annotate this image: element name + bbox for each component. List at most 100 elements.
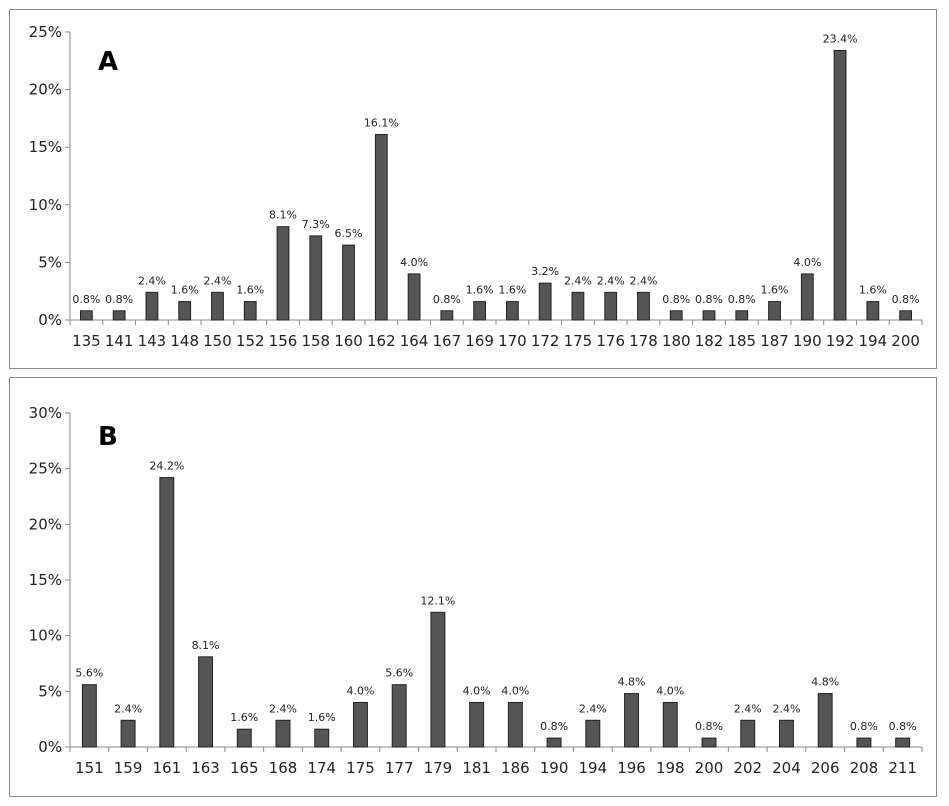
y-tick-label: 15%: [29, 138, 62, 156]
data-label: 0.8%: [72, 293, 100, 306]
bar: [159, 477, 175, 748]
y-tick-label: 10%: [29, 627, 62, 645]
y-tick-label: 30%: [29, 404, 62, 422]
bar: [79, 310, 93, 321]
bar: [833, 49, 847, 321]
x-tick-label: 211: [888, 759, 917, 777]
bar: [538, 282, 552, 321]
y-tick-label: 15%: [29, 571, 62, 589]
x-tick-label: 135: [72, 332, 101, 350]
data-label: 3.2%: [531, 265, 559, 278]
data-label: 2.4%: [138, 274, 166, 287]
data-label: 7.3%: [302, 218, 330, 231]
bar: [701, 737, 717, 748]
data-label: 5.6%: [385, 667, 413, 680]
bar: [198, 656, 214, 748]
data-label: 0.8%: [695, 293, 723, 306]
x-tick-label: 194: [859, 332, 888, 350]
bar: [669, 310, 683, 321]
data-label: 0.8%: [850, 720, 878, 733]
x-tick-label: 170: [498, 332, 527, 350]
bar: [236, 728, 252, 748]
x-tick-label: 202: [733, 759, 762, 777]
bar: [120, 719, 136, 748]
data-label: 4.0%: [793, 256, 821, 269]
bar: [145, 291, 159, 321]
bar: [735, 310, 749, 321]
bar: [374, 134, 388, 321]
x-tick-label: 172: [531, 332, 560, 350]
data-label: 2.4%: [564, 274, 592, 287]
bar: [768, 301, 781, 321]
data-label: 2.4%: [734, 702, 762, 715]
data-label: 0.8%: [695, 720, 723, 733]
chart-panel-b: B 0% 5% 10% 15% 20% 25% 30% 5.6% 151 2.4% 159 24.2%…: [9, 377, 937, 797]
bar: [469, 701, 485, 748]
data-label: 0.8%: [728, 293, 756, 306]
x-tick-label: 141: [105, 332, 134, 350]
bar: [604, 291, 618, 321]
bar: [352, 701, 368, 748]
x-tick-label: 176: [596, 332, 625, 350]
data-label: 2.4%: [579, 702, 607, 715]
bar: [211, 291, 224, 321]
y-tick-label: 0%: [38, 738, 62, 756]
data-label: 1.6%: [230, 711, 258, 724]
x-tick-label: 165: [230, 759, 259, 777]
x-tick-label: 148: [170, 332, 199, 350]
data-label: 4.0%: [656, 684, 684, 697]
data-label: 12.1%: [420, 594, 455, 607]
data-label: 4.0%: [463, 684, 491, 697]
data-label: 1.6%: [236, 284, 264, 297]
x-tick-label: 179: [424, 759, 453, 777]
data-label: 8.1%: [192, 639, 220, 652]
data-label: 0.8%: [889, 720, 917, 733]
bar: [585, 719, 601, 748]
x-tick-label: 200: [891, 332, 920, 350]
x-tick-label: 152: [236, 332, 265, 350]
x-tick-label: 156: [269, 332, 298, 350]
x-tick-label: 150: [203, 332, 232, 350]
bar: [817, 693, 833, 748]
data-label: 1.6%: [859, 284, 887, 297]
data-label: 1.6%: [466, 284, 494, 297]
x-tick-label: 169: [465, 332, 494, 350]
y-tick-label: 20%: [29, 81, 62, 99]
x-tick-label: 196: [617, 759, 646, 777]
bar: [81, 684, 97, 748]
data-label: 0.8%: [105, 293, 133, 306]
bar: [624, 693, 640, 748]
bar: [309, 235, 323, 321]
bar: [314, 728, 330, 748]
data-label: 6.5%: [335, 227, 363, 240]
data-label: 2.4%: [269, 702, 297, 715]
x-tick-label: 178: [629, 332, 658, 350]
x-tick-label: 181: [462, 759, 491, 777]
bar: [895, 737, 911, 748]
bar: [507, 701, 523, 748]
x-tick-label: 177: [385, 759, 414, 777]
bar: [275, 719, 291, 748]
bar: [866, 301, 880, 321]
bar: [505, 301, 519, 321]
data-label: 0.8%: [662, 293, 690, 306]
x-tick-label: 174: [307, 759, 336, 777]
y-tick-label: 5%: [38, 682, 62, 700]
bar: [899, 310, 913, 321]
x-tick-label: 180: [662, 332, 691, 350]
bar: [546, 737, 562, 748]
y-tick-label: 5%: [38, 253, 62, 271]
x-tick-label: 190: [540, 759, 569, 777]
x-tick-label: 182: [695, 332, 724, 350]
data-label: 1.6%: [761, 284, 789, 297]
x-tick-label: 167: [433, 332, 462, 350]
y-tick-label: 10%: [29, 196, 62, 214]
data-label: 8.1%: [269, 209, 297, 222]
data-label: 2.4%: [772, 702, 800, 715]
data-label: 4.8%: [618, 676, 646, 689]
bar: [407, 273, 421, 321]
x-tick-label: 192: [826, 332, 855, 350]
chart-a: A 0%5%10%15%20%25%0.8%1350.8%1412.4%1431…: [29, 23, 923, 350]
bar: [243, 301, 257, 321]
data-label: 4.0%: [346, 684, 374, 697]
